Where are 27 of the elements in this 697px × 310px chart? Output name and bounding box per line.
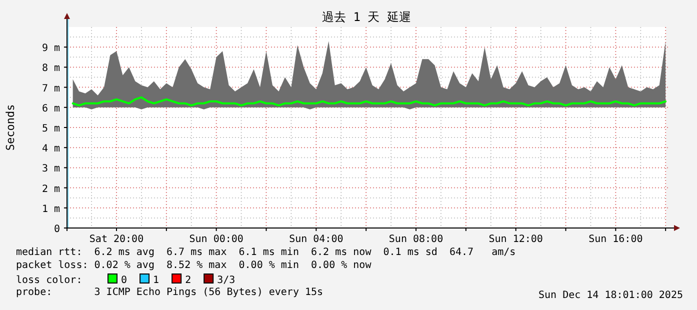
text: median rtt: 6.2 ms avg 6.7 ms max 6.1 ms min 6.2 ms now 0.1 ms sd 64.7 am/s — [16, 247, 516, 258]
y-tick-label: 4 m — [42, 144, 60, 155]
legend-label: 2 — [185, 275, 192, 286]
text: Sun Dec 14 18:01:00 2025 — [538, 290, 683, 301]
y-axis-title: Seconds — [4, 104, 17, 151]
text: packet loss: 0.02 % avg 8.52 % max 0.00 % min 0.00 % now — [16, 260, 372, 271]
x-tick-label: Sun 16:00 — [588, 234, 643, 245]
legend-label: 1 — [153, 275, 160, 286]
y-tick-label: 8 m — [42, 63, 60, 74]
y-tick-label: 7 m — [42, 83, 60, 94]
text: probe: 3 ICMP Echo Pings (56 Bytes) every 15s — [16, 287, 324, 298]
y-tick-label: 5 m — [42, 124, 60, 134]
legend-label: 0 — [121, 275, 128, 286]
x-tick-label: Sun 04:00 — [289, 234, 344, 245]
y-tick-label: 9 m — [42, 43, 60, 54]
y-tick-label: 0 — [54, 224, 60, 235]
x-tick-label: Sun 12:00 — [488, 234, 543, 245]
chart-title: 過去 1 天 延遲 — [322, 10, 411, 24]
legend-title: loss color: — [16, 275, 82, 286]
legend-label: 3/3 — [217, 275, 236, 286]
y-tick-label: 1 m — [42, 204, 60, 215]
x-tick-label: Sat 20:00 — [89, 234, 144, 245]
y-tick-label: 6 m — [42, 103, 60, 114]
x-tick-label: Sun 08:00 — [388, 234, 444, 245]
x-tick-label: Sun 00:00 — [189, 234, 244, 245]
y-tick-label: 2 m — [42, 184, 60, 195]
y-tick-label: 3 m — [42, 164, 60, 175]
